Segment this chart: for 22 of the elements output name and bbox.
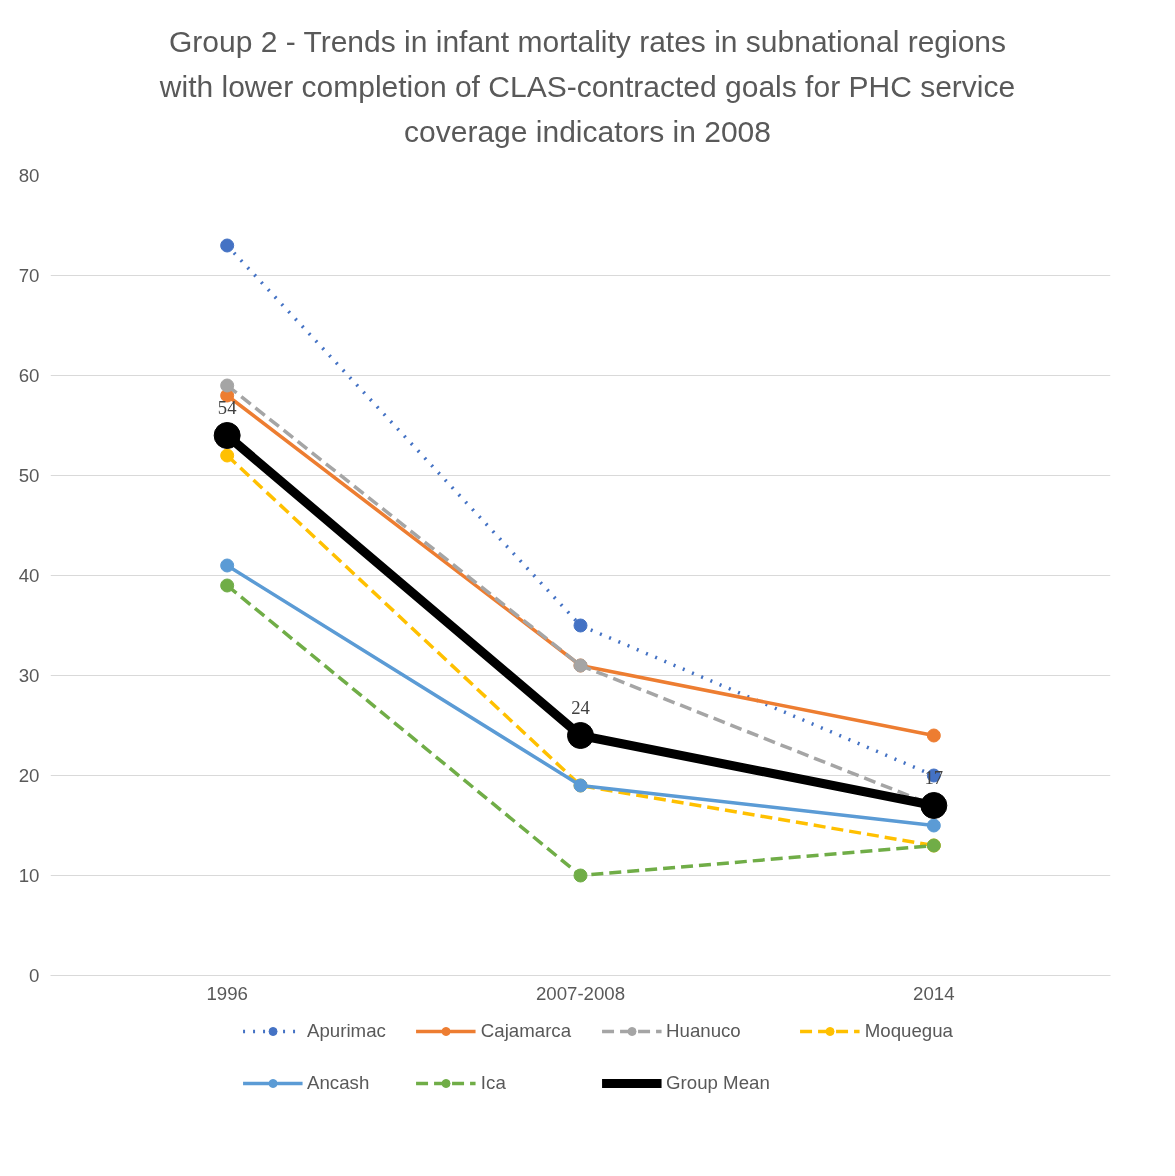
y-tick-label: 10 [18,865,40,886]
x-tick-label: 1996 [206,982,248,1004]
legend-label: Cajamarca [480,1020,572,1042]
legend-label: Ica [480,1072,506,1094]
chart-title: Group 2 - Trends in infant mortality rates in subnational regions with lower completion of CLAS-contracted goals for PHC service coverage indicators in 2008 [158,24,1017,150]
data-label: 24 [571,696,591,718]
y-tick-label: 0 [29,965,40,986]
y-tick-label: 40 [18,565,40,586]
y-tick-label: 50 [18,465,40,486]
legend-label: Ancash [307,1072,370,1094]
y-tick-label: 20 [18,765,40,786]
legend-label: Moquegua [864,1020,953,1042]
y-tick-label: 60 [18,365,40,386]
data-label: 54 [217,396,238,418]
y-tick-label: 80 [18,165,40,186]
y-tick-label: 30 [18,665,40,686]
legend-label: Apurimac [307,1020,386,1042]
x-tick-label: 2014 [913,982,955,1004]
x-tick-label: 2007-2008 [535,982,626,1004]
legend-label: Huanuco [666,1020,741,1042]
y-tick-label: 70 [18,265,40,286]
legend-label: Group Mean [666,1072,770,1094]
